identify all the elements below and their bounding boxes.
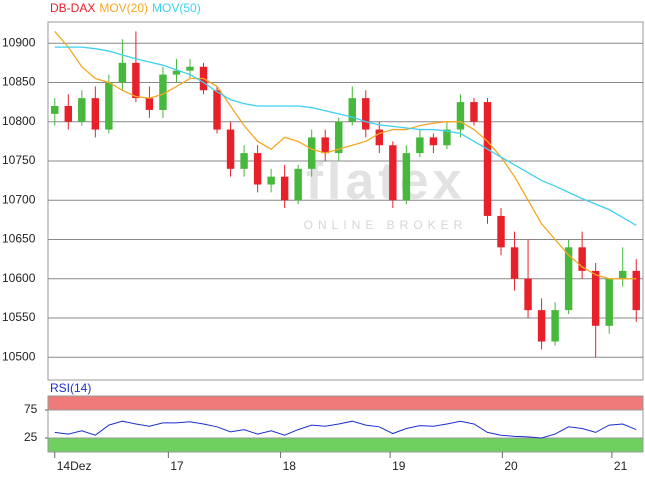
candle-body (389, 145, 397, 201)
candle-body (159, 74, 167, 110)
candle-body (226, 129, 235, 169)
x-tick-label: 21 (614, 459, 628, 473)
y-tick-label: 10650 (2, 232, 36, 246)
rsi-band (47, 395, 644, 411)
candle-body (470, 102, 478, 122)
candle-body (443, 129, 451, 146)
y-tick-label: 10500 (2, 349, 36, 363)
y-tick-label: 10850 (2, 75, 36, 89)
moving-average (54, 30, 637, 280)
candle-body (118, 62, 127, 83)
x-tick-label: 14Dez (57, 459, 92, 473)
candle-body (105, 82, 113, 130)
legend-entry: MOV(20) (99, 1, 148, 15)
legend-entry: DB-DAX (50, 1, 95, 15)
candle-body (537, 310, 546, 342)
candle-body (321, 137, 329, 154)
candle-body (240, 153, 248, 169)
y-tick-label: 75 (24, 402, 38, 416)
candle-body (267, 176, 275, 185)
candle-body (591, 270, 600, 326)
y-tick-label: 10600 (2, 271, 36, 285)
candle-body (605, 278, 613, 326)
candle-body (456, 102, 465, 130)
candle-body (64, 106, 73, 122)
candle-body (510, 247, 519, 279)
candle-body (497, 215, 505, 248)
x-tick-label: 17 (170, 459, 184, 473)
candle-body (78, 98, 86, 122)
candle-body (51, 106, 59, 114)
candle-body (416, 137, 424, 154)
candle-body (564, 247, 573, 311)
candle-body (172, 70, 181, 75)
y-tick-label: 10750 (2, 153, 36, 167)
legend-entry: MOV(50) (152, 1, 201, 15)
y-tick-label: 10900 (2, 35, 36, 49)
candle-body (429, 137, 438, 146)
moving-average (54, 46, 637, 226)
y-tick-label: 10550 (2, 310, 36, 324)
candle-body (91, 98, 100, 130)
watermark-tagline: ONLINE BROKER (304, 218, 468, 232)
candle-body (632, 270, 640, 311)
candle-body (362, 98, 370, 130)
candle-body (294, 168, 302, 201)
candle-body (145, 98, 154, 110)
watermark-brand: flatex (306, 153, 466, 211)
candle-body (618, 270, 627, 279)
candle-body (280, 176, 289, 201)
y-tick-label: 25 (24, 430, 38, 444)
candle-body (132, 62, 140, 99)
rsi-line (54, 420, 637, 439)
candle-body (348, 98, 356, 122)
y-tick-label: 10800 (2, 114, 36, 128)
candle-body (253, 153, 262, 185)
candle-body (307, 137, 316, 169)
candle-body (483, 102, 492, 216)
x-tick-label: 20 (504, 459, 518, 473)
candle-body (524, 278, 532, 311)
candle-body (578, 247, 586, 271)
candle-body (402, 153, 411, 201)
candle-body (375, 129, 384, 146)
x-tick-label: 19 (392, 459, 406, 473)
rsi-band (47, 437, 644, 453)
candle-body (551, 310, 559, 342)
candle-body (335, 121, 343, 154)
y-tick-label: 10700 (2, 192, 36, 206)
candle-body (213, 90, 221, 130)
candle-body (186, 66, 194, 71)
x-tick-label: 18 (283, 459, 297, 473)
panel-title: RSI(14) (50, 381, 91, 395)
